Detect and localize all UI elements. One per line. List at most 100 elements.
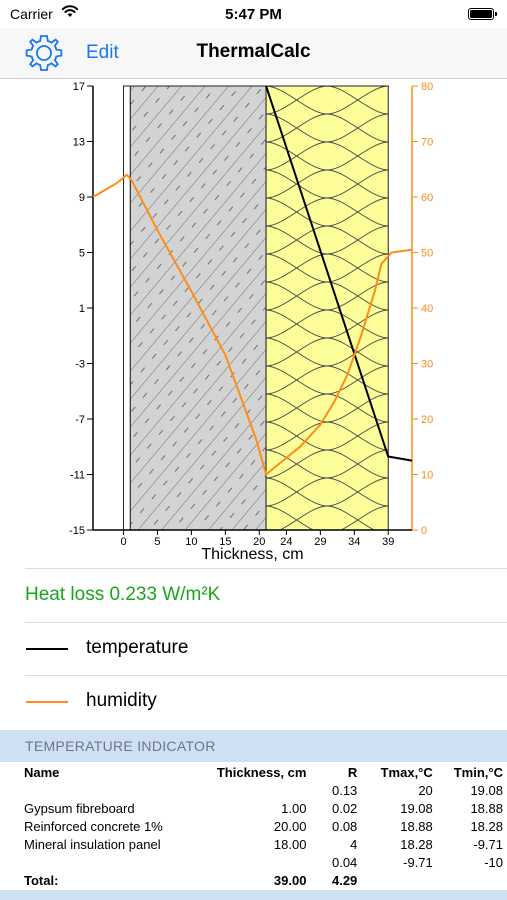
table-cell: 39.00: [273, 872, 307, 888]
x-tick-label: 0: [120, 536, 126, 548]
table-cell: 18.28: [400, 836, 433, 852]
y-left-tick-label: 9: [79, 192, 85, 204]
y-right-tick-label: 60: [421, 192, 433, 204]
y-right-tick-label: 40: [421, 303, 433, 315]
y-right-tick-label: 70: [421, 137, 433, 149]
chart-svg: 17 13 9 5 1 -3 -7 -11 -15 80 70 60 50 40 30 20 10 0 0 5 10 15…: [69, 81, 433, 563]
page-title: ThermalCalc: [196, 41, 311, 62]
table-cell: 4.29: [331, 872, 358, 888]
table-cell: 0.13: [331, 782, 358, 798]
x-tick-label: 39: [382, 536, 394, 548]
column-header: Tmin,°C: [453, 764, 503, 780]
table-cell: [20, 853, 183, 871]
column-header: Name: [24, 764, 60, 780]
divider: [25, 675, 507, 676]
y-right-tick-label: 0: [421, 525, 427, 537]
x-tick-label: 20: [253, 536, 265, 548]
table-cell: 18.88: [470, 800, 503, 816]
column-header: Thickness, cm: [216, 764, 307, 780]
layer-mineral-insulation-panel: [265, 85, 389, 531]
table-cell: [361, 871, 436, 889]
table-cell: 19.08: [470, 782, 503, 798]
table-row: 0.13 20 19.08: [20, 781, 507, 799]
y-left-tick-label: 17: [73, 81, 85, 93]
materials-table: Name Thickness, cm R Tmax,°C Tmin,°C 0.1…: [20, 763, 507, 889]
y-left-tick-label: 1: [79, 303, 85, 315]
table-total-row: Total: 39.00 4.29: [20, 871, 507, 889]
table-cell: Gypsum fibreboard: [24, 800, 135, 816]
table-cell: 19.08: [400, 800, 433, 816]
wifi-icon: [61, 5, 79, 17]
y-right-tick-label: 80: [421, 81, 433, 93]
y-left-tick-label: 13: [73, 137, 85, 149]
layer-reinforced-concrete-1-: [129, 85, 267, 531]
table-cell: -10: [484, 854, 503, 870]
table-cell: 0.04: [331, 854, 358, 870]
divider: [25, 622, 507, 623]
table-cell: 0.08: [331, 818, 358, 834]
y-left-tick-label: 5: [79, 248, 85, 260]
divider: [25, 568, 507, 569]
table-cell: 4: [350, 836, 358, 852]
table-cell: Reinforced concrete 1%: [24, 818, 163, 834]
x-tick-label: 34: [348, 536, 360, 548]
humidity-legend-line: [26, 701, 68, 703]
table-cell: 18.28: [470, 818, 503, 834]
y-left-tick-label: -3: [75, 359, 85, 371]
navigation-bar: Edit ThermalCalc: [0, 28, 507, 79]
table-cell: [437, 871, 507, 889]
table-cell: -9.71: [473, 836, 503, 852]
table-cell: 20.00: [273, 818, 307, 834]
thermal-chart: 17 13 9 5 1 -3 -7 -11 -15 80 70 60 50 40 30 20 10 0 0 5 10 15…: [0, 78, 507, 567]
table-cell: 0.02: [331, 800, 358, 816]
legend-item-temperature: temperature: [0, 623, 507, 675]
legend-item-humidity: humidity: [0, 676, 507, 728]
heat-loss-value: Heat loss 0.233 W/m²K: [25, 584, 221, 605]
battery-icon: [468, 8, 497, 20]
table-cell: [183, 781, 310, 799]
y-right-tick-label: 20: [421, 414, 433, 426]
edit-button[interactable]: Edit: [86, 42, 119, 63]
temperature-legend-line: [26, 648, 68, 650]
x-tick-label: 24: [280, 536, 292, 548]
y-right-tick-label: 50: [421, 248, 433, 260]
y-right-tick-label: 30: [421, 359, 433, 371]
table-cell: -9.71: [403, 854, 433, 870]
table-cell: [183, 853, 310, 871]
column-header: R: [347, 764, 358, 780]
clock: 5:47 PM: [225, 6, 282, 23]
x-tick-label: 15: [219, 536, 231, 548]
table-header-row: Name Thickness, cm R Tmax,°C Tmin,°C: [20, 763, 507, 781]
table-row: Reinforced concrete 1% 20.00 0.08 18.88 …: [20, 817, 507, 835]
x-tick-label: 5: [154, 536, 160, 548]
carrier-label: Carrier: [10, 6, 53, 22]
table-row: Mineral insulation panel 18.00 4 18.28 -…: [20, 835, 507, 853]
layer-gypsum-fibreboard: [123, 85, 131, 531]
table-cell: Mineral insulation panel: [24, 836, 161, 852]
x-tick-label: 29: [314, 536, 326, 548]
y-left-tick-label: -11: [70, 470, 85, 482]
x-axis-label: Thickness, cm: [201, 546, 303, 563]
legend-label: humidity: [86, 690, 157, 711]
x-tick-label: 10: [185, 536, 197, 548]
table-cell: 18.00: [273, 836, 307, 852]
table-row: 0.04 -9.71 -10: [20, 853, 507, 871]
table-cell: 1.00: [281, 800, 307, 816]
section-footer: [0, 890, 507, 900]
table-cell: Total:: [24, 872, 59, 888]
y-right-tick-label: 10: [421, 470, 433, 482]
y-left-tick-label: -15: [69, 525, 85, 537]
status-bar: Carrier 5:47 PM: [0, 0, 507, 28]
temperature-line: [265, 85, 413, 462]
section-title: TEMPERATURE INDICATOR: [25, 738, 216, 754]
table-cell: 18.88: [400, 818, 433, 834]
table-row: Gypsum fibreboard 1.00 0.02 19.08 18.88: [20, 799, 507, 817]
legend-label: temperature: [86, 637, 189, 658]
section-header: TEMPERATURE INDICATOR: [0, 730, 507, 762]
gear-icon[interactable]: [24, 33, 64, 73]
humidity-line: [92, 173, 413, 476]
column-header: Tmax,°C: [380, 764, 433, 780]
y-left-tick-label: -7: [75, 414, 85, 426]
table-cell: 20: [418, 782, 433, 798]
table-cell: [20, 781, 183, 799]
